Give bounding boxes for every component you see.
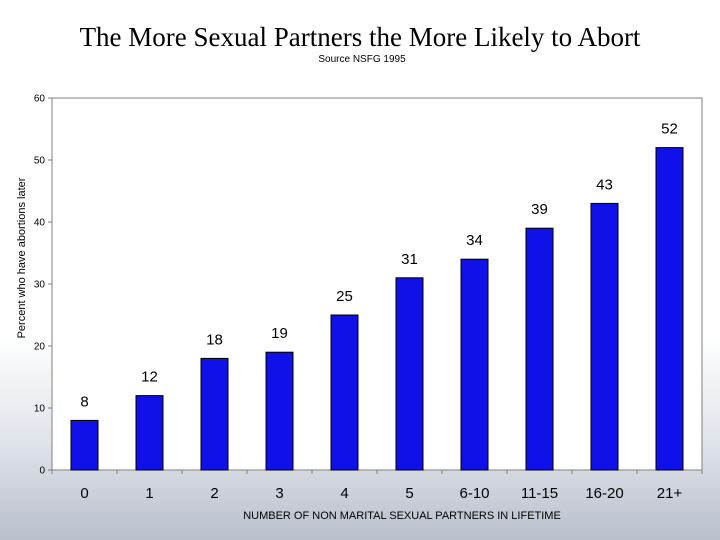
data-label: 18 [206,331,223,348]
y-tick-label: 10 [34,404,46,415]
data-label: 25 [336,288,353,305]
x-tick-label: 1 [145,485,153,502]
x-tick-label: 21+ [657,485,683,502]
y-tick-label: 60 [34,94,46,105]
data-labels: 8 12 18 19 25 31 34 39 43 52 [80,121,678,411]
x-tick-label: 5 [405,485,413,502]
data-label: 52 [661,121,678,138]
x-tick-label: 3 [275,485,283,502]
data-label: 34 [466,232,483,249]
bar [200,357,229,471]
bars [70,147,684,471]
bar [70,419,99,471]
data-label: 39 [531,201,548,218]
bar [590,202,619,471]
x-tick-label: 4 [340,485,348,502]
bar [525,227,554,471]
bar [460,258,489,471]
data-label: 31 [401,251,418,268]
y-tick-label: 40 [34,218,46,229]
x-axis-ticks: 0 1 2 3 4 5 6-10 11-15 16-20 21+ [51,470,703,502]
data-label: 19 [271,325,288,342]
data-label: 12 [141,369,158,386]
x-tick-label: 2 [210,485,218,502]
chart-subtitle: Source NSFG 1995 [318,54,406,65]
x-tick-label: 6-10 [459,485,489,502]
bar [135,395,164,471]
y-tick-label: 30 [34,280,46,291]
y-tick-label: 20 [34,342,46,353]
bar [655,147,684,471]
x-tick-label: 11-15 [521,485,558,502]
bar [395,277,424,471]
data-label: 8 [80,393,88,410]
chart-title: The More Sexual Partners the More Likely… [79,22,641,52]
x-tick-label: 16-20 [585,485,623,502]
bar [265,351,294,471]
y-tick-label: 0 [39,466,45,477]
x-tick-label: 0 [80,485,88,502]
y-axis-ticks: 0 10 20 30 40 50 60 [34,94,52,477]
x-axis-label: NUMBER OF NON MARITAL SEXUAL PARTNERS IN… [243,510,561,522]
y-tick-label: 50 [34,156,46,167]
data-label: 43 [596,176,613,193]
bar [330,314,359,471]
